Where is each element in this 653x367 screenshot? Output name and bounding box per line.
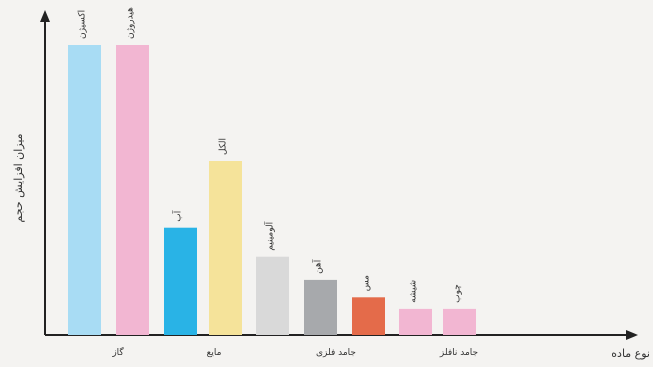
group-label: مایع: [207, 348, 222, 358]
bars: [68, 45, 476, 335]
bar-7: [352, 297, 385, 335]
bar-4: [209, 161, 242, 335]
bar-label: آهن: [312, 259, 324, 274]
group-labels: گاز مایع جامد فلزی جامد نافلز: [111, 346, 478, 358]
bar-label: شیشه: [409, 280, 419, 303]
bar-1: [68, 45, 101, 335]
bar-label: چوب: [453, 284, 463, 303]
bar-labels: اکسیژن هیدروژن آب الکل آلومینیم آهن مس شیشه چوب: [78, 7, 463, 303]
bar-label: آب: [172, 210, 184, 221]
x-axis-arrow: [626, 330, 638, 340]
group-label: گاز: [111, 346, 124, 358]
bar-5: [256, 256, 289, 335]
bar-2: [116, 45, 149, 335]
bar-label: مس: [362, 275, 372, 291]
bar-label: اکسیژن: [78, 10, 88, 39]
y-axis-arrow: [40, 10, 50, 22]
x-axis-label: نوع ماده: [611, 347, 650, 360]
bar-9: [443, 308, 476, 335]
bar-8: [399, 308, 432, 335]
group-label: جامد نافلز: [439, 348, 478, 358]
y-axis-label: میزان افزایش حجم: [12, 133, 25, 222]
bar-label: آلومینیم: [264, 221, 276, 250]
bar-6: [304, 279, 337, 335]
bar-label: الکل: [219, 138, 229, 155]
bar-label: هیدروژن: [126, 7, 136, 39]
group-label: جامد فلزی: [316, 348, 356, 358]
bar-3: [164, 227, 197, 335]
